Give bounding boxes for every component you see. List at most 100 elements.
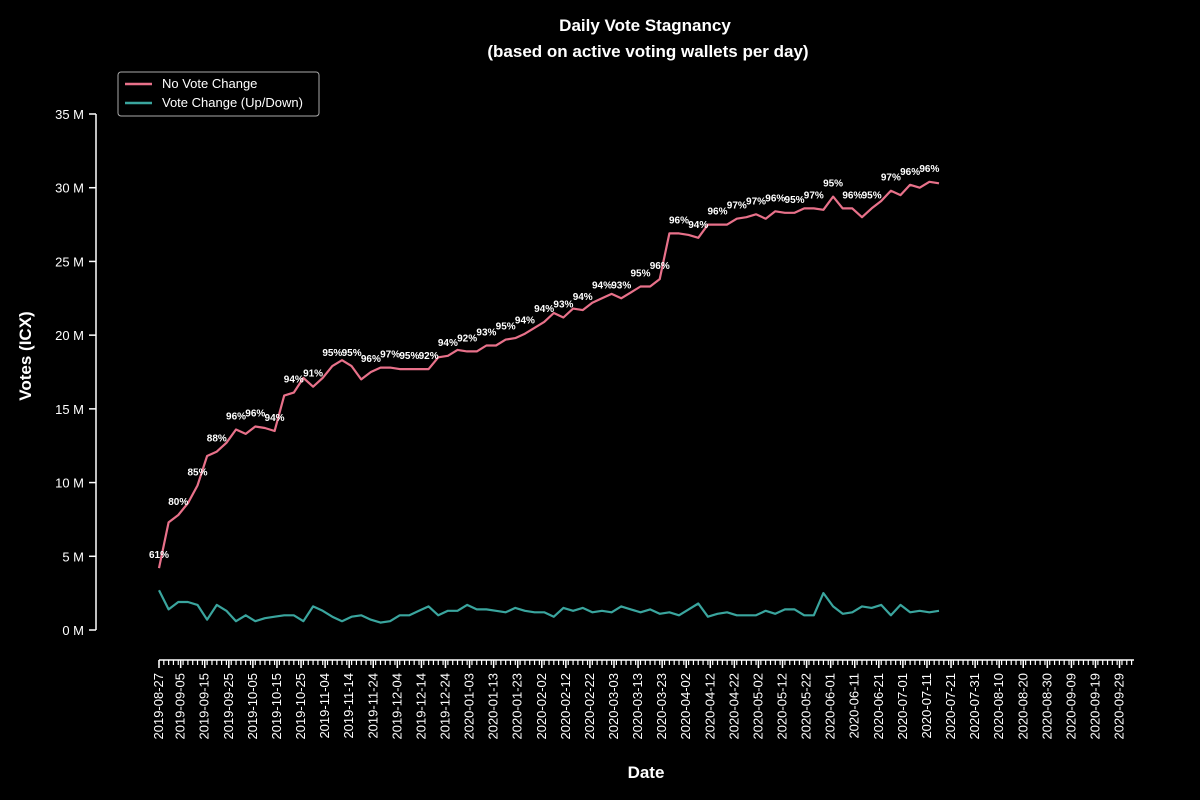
y-tick-label: 15 M [55, 402, 84, 417]
percent-label: 95% [342, 348, 362, 359]
y-tick-label: 20 M [55, 328, 84, 343]
y-tick-label: 10 M [55, 476, 84, 491]
legend: No Vote Change Vote Change (Up/Down) [117, 71, 320, 117]
x-axis: 2019-08-27 2019-09-05 2019-09-15 2019-09-25… [151, 659, 1134, 740]
percent-label: 96% [226, 411, 246, 422]
legend-label-vote-change: Vote Change (Up/Down) [162, 95, 303, 110]
x-tick-label: 2020-06-01 [823, 673, 838, 740]
percent-label: 96% [361, 354, 381, 365]
y-tick-label: 5 M [62, 549, 84, 564]
legend-box [117, 71, 320, 117]
x-tick-label: 2020-05-12 [775, 673, 790, 740]
x-tick-label: 2020-08-30 [1039, 673, 1054, 740]
percent-label: 93% [553, 299, 573, 310]
percent-label: 80% [168, 497, 188, 508]
x-tick-label: 2020-02-22 [582, 673, 597, 740]
series-line-no-vote-change [157, 180, 940, 569]
percent-label: 95% [322, 348, 342, 359]
x-tick-label: 2020-02-12 [558, 673, 573, 740]
percent-label: 97% [746, 196, 766, 207]
x-axis-label: Date [628, 763, 665, 782]
percent-label: 94% [515, 316, 535, 327]
x-tick-label: 2019-11-24 [365, 673, 380, 739]
percent-label: 94% [573, 292, 593, 303]
percent-label: 61% [149, 550, 169, 561]
x-tick-label: 2020-09-19 [1087, 673, 1102, 740]
percent-label: 95% [785, 195, 805, 206]
y-axis-label: Votes (ICX) [16, 311, 35, 400]
x-tick-label: 2020-05-22 [799, 673, 814, 740]
x-tick-label: 2019-10-15 [269, 673, 284, 740]
chart-title: Daily Vote Stagnancy [559, 16, 731, 35]
percent-label: 93% [611, 280, 631, 291]
x-tick-label: 2020-09-09 [1063, 673, 1078, 740]
y-tick-label: 35 M [55, 107, 84, 122]
x-tick-label: 2020-06-11 [847, 673, 862, 739]
annotation-layer: 61%80%85%88%96% 96% 94%94%91%95% 95%96% 97% 9… [149, 164, 939, 561]
percent-label: 94% [284, 375, 304, 386]
x-tick-label: 2019-09-15 [197, 673, 212, 740]
percent-label: 94% [534, 304, 554, 315]
x-tick-label: 2020-02-02 [534, 673, 549, 740]
percent-label: 97% [380, 350, 400, 361]
x-tick-label: 2020-03-23 [654, 673, 669, 740]
percent-label: 96% [919, 164, 939, 175]
chart-subtitle: (based on active voting wallets per day) [487, 42, 808, 61]
x-tick-label: 2020-04-22 [726, 673, 741, 740]
x-tick-label: 2019-10-05 [245, 673, 260, 740]
y-axis: 0 M 5 M 10 M 15 M 20 M 25 M 30 M 35 M [55, 107, 97, 638]
x-tick-label: 2020-03-03 [606, 673, 621, 740]
series-layer [157, 180, 940, 624]
x-tick-label: 2019-11-04 [317, 673, 332, 739]
legend-label-no-vote-change: No Vote Change [162, 76, 257, 91]
x-tick-label: 2020-01-13 [486, 673, 501, 740]
x-tick-label: 2020-01-03 [462, 673, 477, 740]
x-tick-label: 2020-08-20 [1015, 673, 1030, 740]
x-tick-label: 2019-12-24 [437, 673, 452, 740]
percent-label: 96% [900, 167, 920, 178]
x-tick-label: 2020-09-29 [1112, 673, 1127, 740]
x-tick-label: 2020-08-10 [991, 673, 1006, 740]
percent-label: 96% [842, 190, 862, 201]
x-tick-label: 2019-11-14 [341, 673, 356, 739]
percent-label: 92% [419, 351, 439, 362]
x-tick-label: 2019-10-25 [293, 673, 308, 740]
x-tick-label: 2020-05-02 [750, 673, 765, 740]
x-tick-label: 2020-07-21 [943, 673, 958, 740]
percent-label: 96% [765, 193, 785, 204]
x-tick-label: 2020-07-31 [967, 673, 982, 740]
percent-label: 97% [727, 201, 747, 212]
series-line-vote-change [158, 589, 940, 624]
percent-label: 94% [265, 413, 285, 424]
y-tick-label: 30 M [55, 181, 84, 196]
y-tick-label: 25 M [55, 254, 84, 269]
percent-label: 96% [245, 409, 265, 420]
percent-label: 94% [438, 338, 458, 349]
percent-label: 93% [476, 327, 496, 338]
percent-label: 97% [804, 190, 824, 201]
percent-label: 95% [399, 351, 419, 362]
x-tick-label: 2019-12-14 [413, 673, 428, 740]
x-tick-label: 2019-09-05 [173, 673, 188, 740]
x-tick-label: 2020-06-21 [871, 673, 886, 740]
y-tick-label: 0 M [62, 623, 84, 638]
x-tick-label: 2019-12-04 [389, 673, 404, 740]
percent-label: 92% [457, 333, 477, 344]
x-tick-label: 2020-07-01 [895, 673, 910, 740]
percent-label: 96% [669, 215, 689, 226]
x-tick-label: 2020-04-02 [678, 673, 693, 740]
percent-label: 94% [592, 280, 612, 291]
percent-label: 97% [881, 173, 901, 184]
x-tick-label: 2020-03-13 [630, 673, 645, 740]
percent-label: 91% [303, 369, 323, 380]
percent-label: 95% [823, 179, 843, 190]
x-tick-label: 2019-08-27 [151, 673, 166, 740]
percent-label: 88% [207, 434, 227, 445]
percent-label: 95% [862, 190, 882, 201]
x-tick-label: 2020-01-23 [510, 673, 525, 740]
percent-label: 95% [496, 322, 516, 333]
x-tick-label: 2020-07-11 [919, 673, 934, 739]
percent-label: 85% [188, 468, 208, 479]
percent-label: 94% [688, 220, 708, 231]
